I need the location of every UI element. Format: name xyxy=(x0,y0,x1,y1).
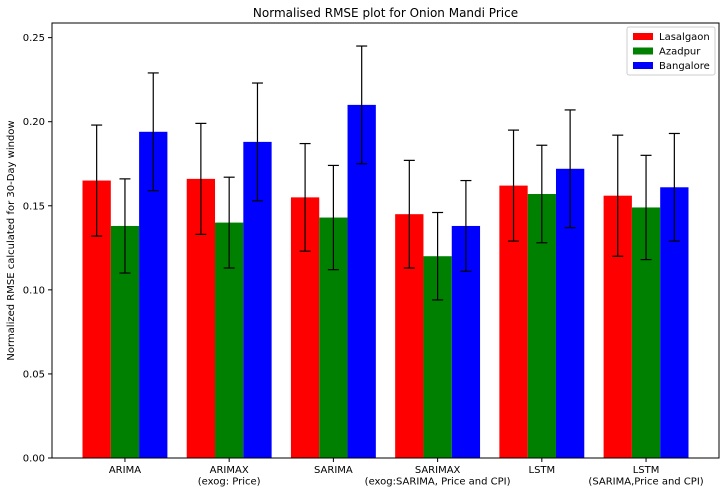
y-tick-label: 0.25 xyxy=(23,33,45,44)
plot-frame xyxy=(51,22,720,459)
legend-swatch-lasalgaon xyxy=(633,33,653,40)
chart-title: Normalised RMSE plot for Onion Mandi Pri… xyxy=(253,6,518,20)
legend-label-bangalore: Bangalore xyxy=(659,61,710,72)
x-tick-label: SARIMAX xyxy=(415,465,461,476)
x-tick-label: (exog: Price) xyxy=(198,477,261,488)
x-tick-label: LSTM xyxy=(529,465,556,476)
y-tick-label: 0.20 xyxy=(23,117,45,128)
legend-swatch-bangalore xyxy=(633,62,653,69)
x-tick-label: SARIMA xyxy=(314,465,353,476)
x-tick-label: (SARIMA,Price and CPI) xyxy=(588,477,703,488)
x-tick-label: ARIMAX xyxy=(210,465,249,476)
x-tick-label: LSTM xyxy=(633,465,660,476)
y-tick-label: 0.05 xyxy=(23,369,45,380)
y-tick-label: 0.10 xyxy=(23,285,45,296)
y-axis-title: Normalized RMSE calculated for 30-Day wi… xyxy=(6,120,17,360)
legend-swatch-azadpur xyxy=(633,47,653,55)
x-tick-label: ARIMA xyxy=(109,465,141,476)
error-bars-layer xyxy=(91,45,680,301)
legend-label-lasalgaon: Lasalgaon xyxy=(659,32,710,43)
y-tick-label: 0.15 xyxy=(23,201,45,212)
bars-layer xyxy=(82,104,689,459)
legend: Lasalgaon Azadpur Bangalore xyxy=(626,26,716,76)
legend-label-azadpur: Azadpur xyxy=(659,47,701,58)
x-tick-label: (exog:SARIMA, Price and CPI) xyxy=(365,477,511,488)
y-tick-label: 0.00 xyxy=(23,454,45,465)
